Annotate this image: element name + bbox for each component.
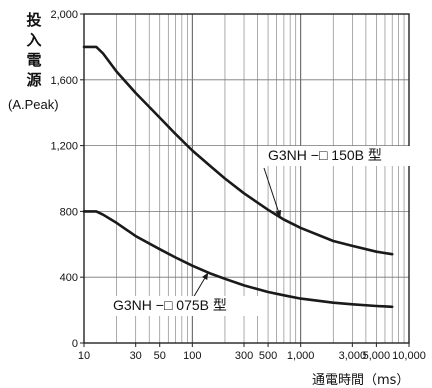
series-label: G3NH −□ 150B 型 — [268, 147, 382, 163]
y-axis-title-char: 源 — [26, 71, 42, 89]
y-axis-title-char: 投 — [26, 11, 42, 29]
x-tick-label: 10,000 — [392, 350, 426, 362]
y-tick-label: 800 — [60, 206, 78, 218]
series-line — [82, 210, 394, 309]
x-tick-label: 1,000 — [287, 350, 315, 362]
y-axis-unit: (A.Peak) — [8, 97, 59, 112]
y-axis-title: 投 入 電 源 — [14, 10, 54, 90]
y-axis-title-char: 電 — [26, 51, 42, 69]
series-line — [82, 45, 394, 256]
x-tick-label: 500 — [259, 350, 277, 362]
series-label-bg — [266, 146, 416, 166]
series-label-bg — [111, 296, 261, 316]
y-tick-label: 1,200 — [50, 141, 78, 153]
x-tick-label: 100 — [183, 350, 201, 362]
y-tick-label: 0 — [72, 338, 78, 350]
series-leader-arrow — [202, 272, 209, 281]
x-tick-label: 30 — [130, 350, 142, 362]
y-tick-label: 400 — [60, 272, 78, 284]
x-tick-label: 3,000 — [339, 350, 367, 362]
x-axis-title: 通電時間（ms） — [312, 373, 410, 388]
y-tick-label: 1,600 — [50, 75, 78, 87]
x-tick-label: 5,000 — [363, 350, 391, 362]
y-axis-title-char: 入 — [26, 31, 42, 49]
x-tick-label: 300 — [235, 350, 253, 362]
series-label: G3NH −□ 075B 型 — [113, 297, 227, 313]
plot-frame — [83, 13, 410, 344]
x-tick-label: 50 — [154, 350, 166, 362]
x-tick-label: 10 — [78, 350, 90, 362]
y-tick-label: 2,000 — [50, 9, 78, 21]
series-leader-arrow — [275, 209, 282, 218]
series-leader-line — [263, 167, 281, 218]
